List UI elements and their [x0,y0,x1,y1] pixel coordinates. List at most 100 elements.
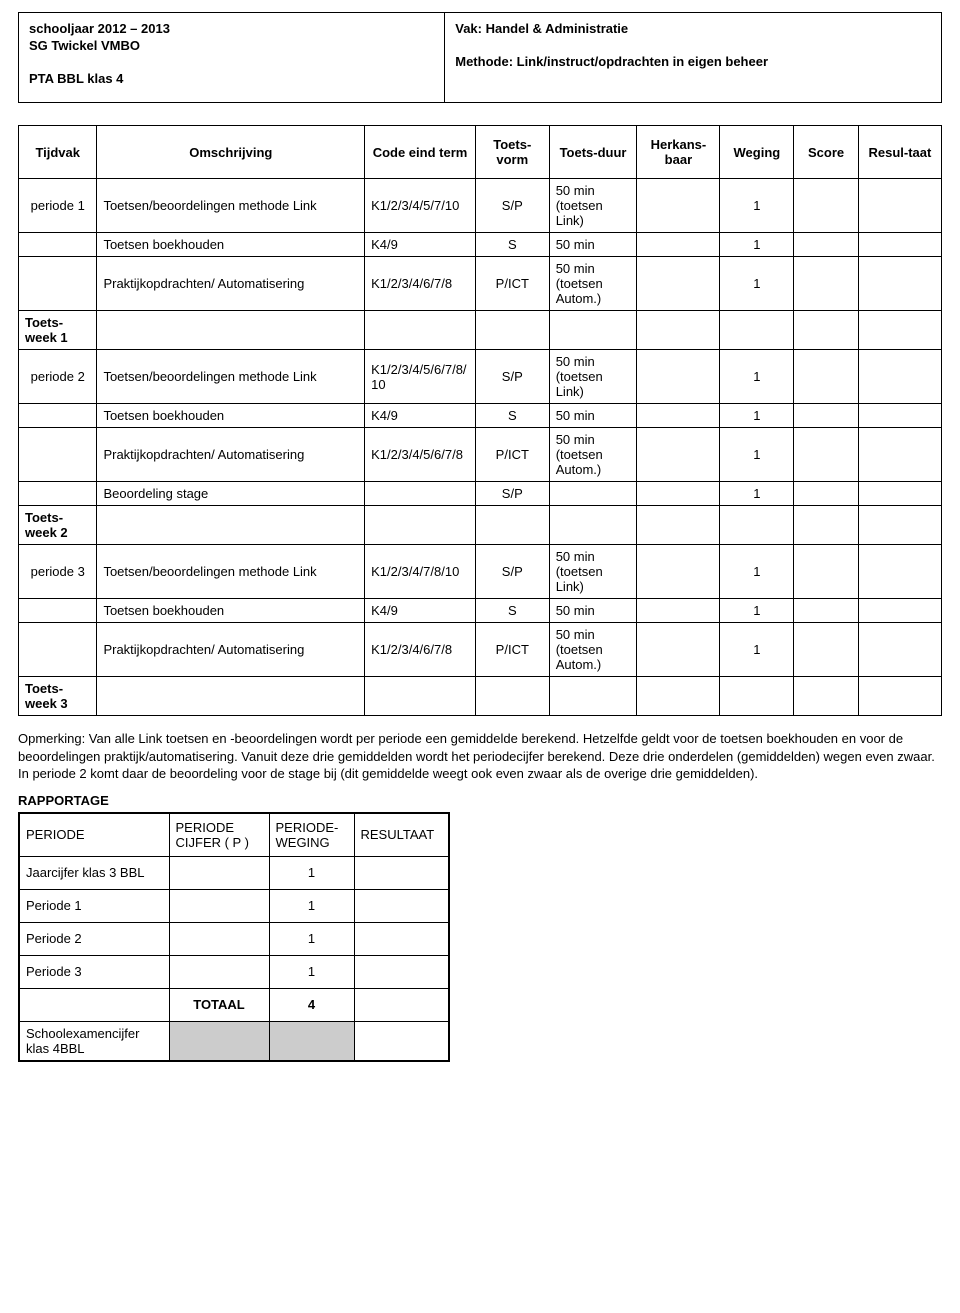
empty-cell [475,311,549,350]
cell-resultaat [858,233,941,257]
empty-cell [97,506,365,545]
hdr-weging: Weging [720,126,794,179]
cell-resultaat [858,545,941,599]
rap-cell-cijfer [169,889,269,922]
empty-cell [720,506,794,545]
cell-toetsduur: 50 min (toetsen Link) [549,350,637,404]
cell-omschrijving: Praktijkopdrachten/ Automatisering [97,257,365,311]
cell-toetsvorm: S/P [475,482,549,506]
cell-tijdvak [19,257,97,311]
cell-score [794,545,859,599]
cell-toetsvorm: S/P [475,350,549,404]
rap-cell-weging: 1 [269,856,354,889]
cell-code: K1/2/3/4/6/7/8 [365,257,476,311]
table-row: Toets-week 2 [19,506,942,545]
cell-omschrijving: Praktijkopdrachten/ Automatisering [97,428,365,482]
empty-cell [365,311,476,350]
cell-weging: 1 [720,599,794,623]
table-row: periode 1Toetsen/beoordelingen methode L… [19,179,942,233]
cell-toetsduur: 50 min (toetsen Link) [549,545,637,599]
rap-footer-row: Schoolexamencijfer klas 4BBL [19,1021,449,1061]
header-subject: Vak: Handel & Administratie [455,21,628,36]
rap-hdr-cijfer: PERIODE CIJFER ( P ) [169,813,269,857]
cell-code: K1/2/3/4/7/8/10 [365,545,476,599]
rap-total-row: TOTAAL 4 [19,988,449,1021]
cell-herkansbaar [637,404,720,428]
rap-cell-label: Periode 1 [19,889,169,922]
cell-tijdvak: periode 2 [19,350,97,404]
empty-cell [97,677,365,716]
empty-cell [365,506,476,545]
cell-resultaat [858,428,941,482]
rap-hdr-result: RESULTAAT [354,813,449,857]
cell-resultaat [858,257,941,311]
header-right: Vak: Handel & Administratie Methode: Lin… [445,13,941,102]
cell-tijdvak [19,599,97,623]
cell-score [794,257,859,311]
cell-tijdvak [19,233,97,257]
rap-cell-result [354,922,449,955]
rap-hdr-weging: PERIODE-WEGING [269,813,354,857]
rap-cell-label: Periode 3 [19,955,169,988]
rap-row: Jaarcijfer klas 3 BBL1 [19,856,449,889]
header-pta: PTA BBL klas 4 [29,71,123,86]
toetsweek-label: Toets-week 1 [19,311,97,350]
cell-weging: 1 [720,179,794,233]
rap-cell-cijfer [169,922,269,955]
cell-omschrijving: Toetsen boekhouden [97,404,365,428]
empty-cell [365,677,476,716]
cell-score [794,482,859,506]
rap-row: Periode 21 [19,922,449,955]
cell-herkansbaar [637,482,720,506]
rap-cell-result [354,955,449,988]
cell-code: K4/9 [365,599,476,623]
page: schooljaar 2012 – 2013 SG Twickel VMBO P… [0,0,960,1092]
main-header-row: Tijdvak Omschrijving Code eind term Toet… [19,126,942,179]
cell-code: K1/2/3/4/5/7/10 [365,179,476,233]
rapportage-title: RAPPORTAGE [18,793,942,808]
empty-cell [720,677,794,716]
hdr-code: Code eind term [365,126,476,179]
main-table: Tijdvak Omschrijving Code eind term Toet… [18,125,942,716]
rap-cell-cijfer [169,856,269,889]
empty-cell [794,311,859,350]
cell-weging: 1 [720,623,794,677]
rap-total-empty [19,988,169,1021]
cell-toetsvorm: S [475,599,549,623]
empty-cell [549,311,637,350]
table-row: periode 2Toetsen/beoordelingen methode L… [19,350,942,404]
header-left: schooljaar 2012 – 2013 SG Twickel VMBO P… [19,13,445,102]
empty-cell [549,506,637,545]
rap-footer-grey1 [169,1021,269,1061]
table-row: Toetsen boekhoudenK4/9S50 min1 [19,233,942,257]
rap-cell-cijfer [169,955,269,988]
hdr-score: Score [794,126,859,179]
cell-code [365,482,476,506]
rap-footer-result [354,1021,449,1061]
cell-code: K4/9 [365,233,476,257]
cell-herkansbaar [637,545,720,599]
empty-cell [549,677,637,716]
cell-herkansbaar [637,623,720,677]
cell-tijdvak: periode 3 [19,545,97,599]
cell-omschrijving: Toetsen boekhouden [97,233,365,257]
rap-row: Periode 11 [19,889,449,922]
empty-cell [858,311,941,350]
rap-cell-result [354,889,449,922]
cell-herkansbaar [637,599,720,623]
empty-cell [637,677,720,716]
table-row: Toets-week 3 [19,677,942,716]
cell-toetsduur: 50 min (toetsen Autom.) [549,623,637,677]
empty-cell [858,506,941,545]
cell-resultaat [858,179,941,233]
cell-score [794,179,859,233]
table-row: Toetsen boekhoudenK4/9S50 min1 [19,599,942,623]
cell-toetsvorm: P/ICT [475,623,549,677]
cell-weging: 1 [720,428,794,482]
cell-resultaat [858,482,941,506]
rap-cell-weging: 1 [269,922,354,955]
cell-code: K1/2/3/4/5/6/7/8 [365,428,476,482]
cell-omschrijving: Toetsen/beoordelingen methode Link [97,350,365,404]
rap-total-result [354,988,449,1021]
cell-herkansbaar [637,179,720,233]
